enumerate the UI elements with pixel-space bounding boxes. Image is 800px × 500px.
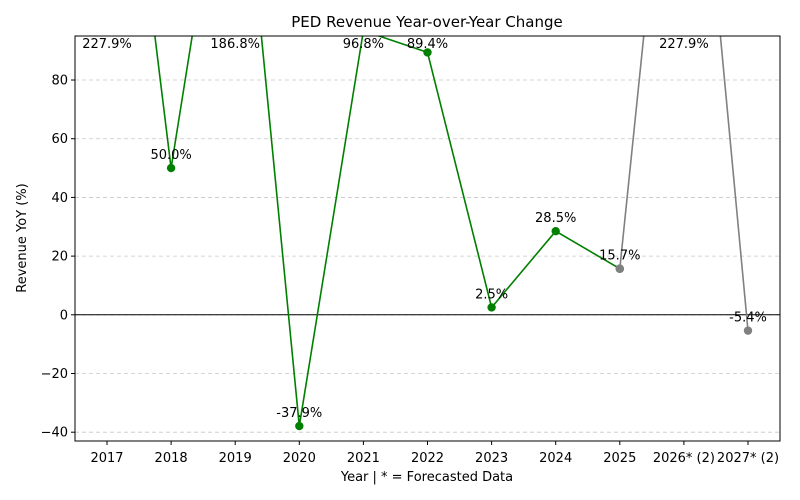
x-tick-label: 2019 <box>219 451 252 466</box>
gridlines <box>75 79 780 433</box>
x-tick-label: 2017 <box>90 451 123 466</box>
data-label: 186.8% <box>210 37 260 52</box>
x-tick-label: 2021 <box>347 451 380 466</box>
data-label: 89.4% <box>407 37 448 52</box>
data-label: -37.9% <box>276 406 322 421</box>
data-point <box>295 421 304 431</box>
x-axis: 2017 2018 2019 2020 2021 2022 2023 2024 2025 2026… <box>90 441 779 466</box>
x-tick-label: 2020 <box>283 451 316 466</box>
y-axis-label: Revenue YoY (%) <box>15 183 30 292</box>
x-tick-label: 2025 <box>603 451 636 466</box>
y-tick-label: −20 <box>41 367 68 382</box>
series-line-0 <box>154 36 621 427</box>
x-tick-label: 2026* (2) <box>653 451 715 466</box>
x-axis-label: Year | * = Forecasted Data <box>340 470 513 485</box>
data-point <box>615 264 624 273</box>
data-label: 227.9% <box>82 37 132 52</box>
data-label: 96.8% <box>343 37 384 52</box>
y-tick-label: −40 <box>41 426 68 441</box>
plot-frame <box>74 35 781 442</box>
x-tick-label: 2018 <box>155 451 188 466</box>
data-labels: 227.9% 50.0% 186.8% -37.9% 96.8% 89.4% 2.5% 28.… <box>82 37 767 421</box>
y-tick-label: 0 <box>60 308 68 323</box>
data-label: -5.4% <box>729 311 767 326</box>
data-point <box>551 226 560 236</box>
data-point <box>423 48 432 57</box>
x-tick-label: 2023 <box>475 451 508 466</box>
data-label: 2.5% <box>475 287 508 302</box>
y-tick-label: 40 <box>51 191 68 206</box>
data-label: 50.0% <box>150 148 191 163</box>
data-point <box>487 303 496 312</box>
data-label: 227.9% <box>659 37 709 52</box>
y-tick-label: 60 <box>51 132 68 147</box>
x-tick-label: 2027* (2) <box>717 451 779 466</box>
x-tick-label: 2022 <box>411 451 444 466</box>
data-label: 15.7% <box>599 249 640 264</box>
y-tick-label: 80 <box>51 74 68 89</box>
y-tick-label: 20 <box>51 250 68 265</box>
series-line-1 <box>619 36 749 331</box>
data-label: 28.5% <box>535 211 576 226</box>
chart-title: PED Revenue Year-over-Year Change <box>291 13 563 31</box>
x-tick-label: 2024 <box>539 451 572 466</box>
y-axis: −40 −20 0 20 40 60 80 <box>41 74 75 441</box>
data-point <box>166 163 176 173</box>
plot-area <box>154 36 753 431</box>
data-point <box>743 326 753 335</box>
